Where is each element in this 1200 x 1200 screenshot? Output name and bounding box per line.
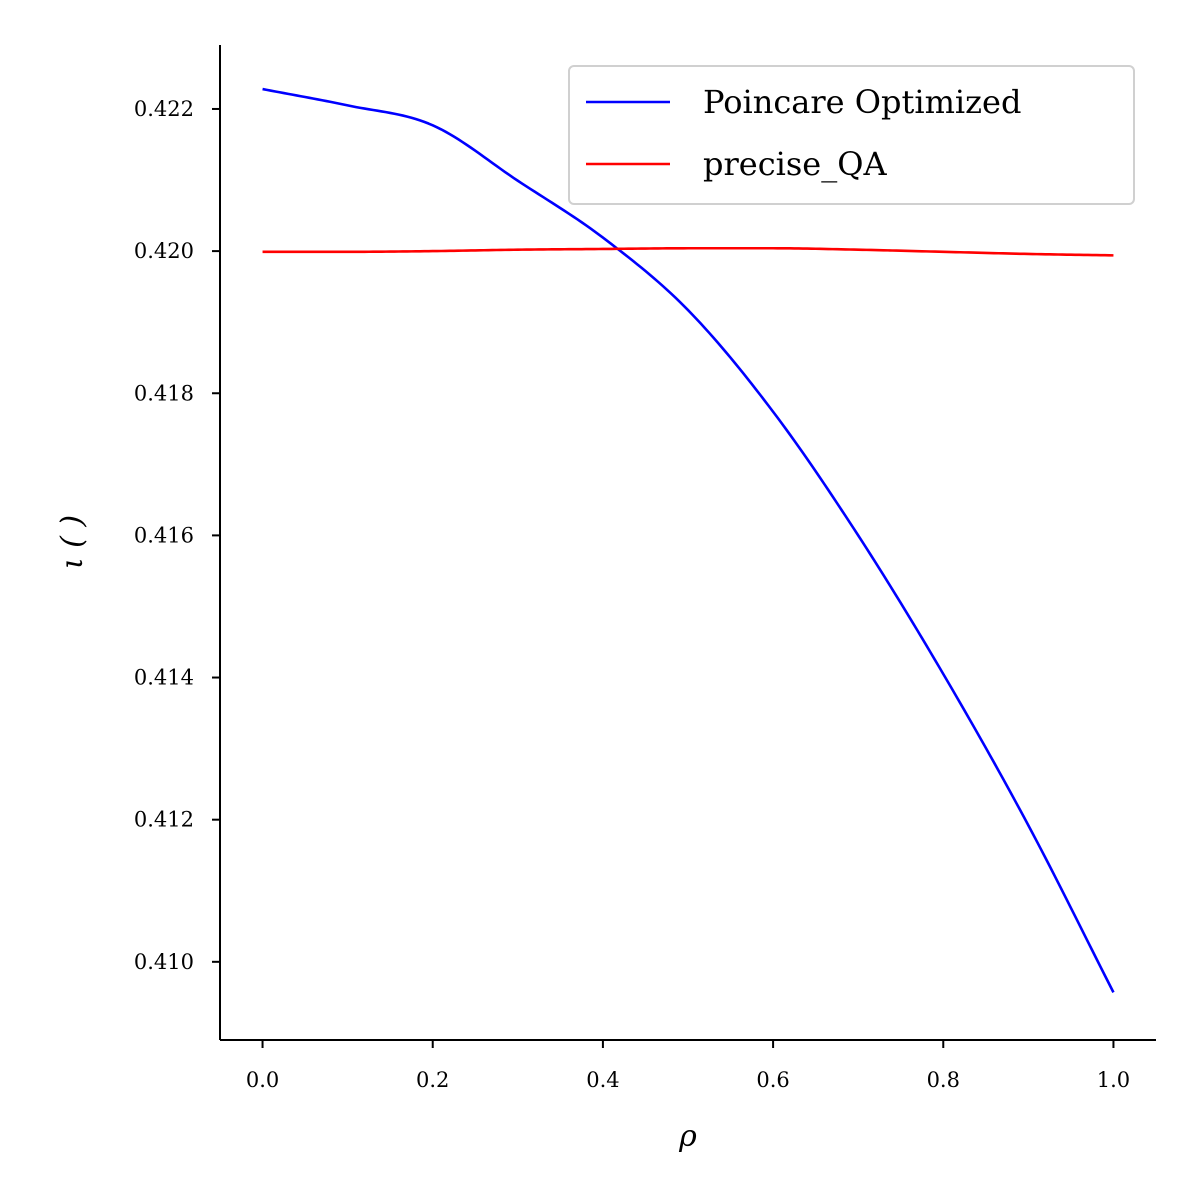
y-tick-label: 0.422 xyxy=(134,97,194,121)
x-tick-label: 0.0 xyxy=(246,1068,279,1092)
x-tick-label: 0.2 xyxy=(416,1068,449,1092)
y-tick-label: 0.412 xyxy=(134,808,194,832)
y-tick-label: 0.420 xyxy=(134,239,194,263)
y-tick-label: 0.414 xyxy=(134,666,194,690)
x-tick-label: 0.8 xyxy=(927,1068,960,1092)
y-axis-label: ι ( ) xyxy=(55,515,90,569)
y-tick-label: 0.410 xyxy=(134,950,194,974)
legend: Poincare Optimized precise_QA xyxy=(568,65,1135,205)
series-line-0 xyxy=(262,87,1115,993)
legend-box xyxy=(568,65,1135,205)
x-tick-label: 0.6 xyxy=(756,1068,789,1092)
series-line-1 xyxy=(262,246,1114,257)
y-tick-label: 0.416 xyxy=(134,523,194,547)
x-ticks: 0.0 0.2 0.4 0.6 0.8 1.0 xyxy=(246,1040,1130,1092)
legend-label: precise_QA xyxy=(703,145,887,183)
y-tick-label: 0.418 xyxy=(134,381,194,405)
x-tick-label: 0.4 xyxy=(586,1068,619,1092)
x-tick-label: 1.0 xyxy=(1097,1068,1130,1092)
x-axis-label: ρ xyxy=(678,1119,697,1154)
series-layer xyxy=(262,87,1115,993)
y-ticks: 0.410 0.412 0.414 0.416 0.418 0.420 0.422 xyxy=(134,97,220,974)
legend-label: Poincare Optimized xyxy=(703,83,1021,121)
